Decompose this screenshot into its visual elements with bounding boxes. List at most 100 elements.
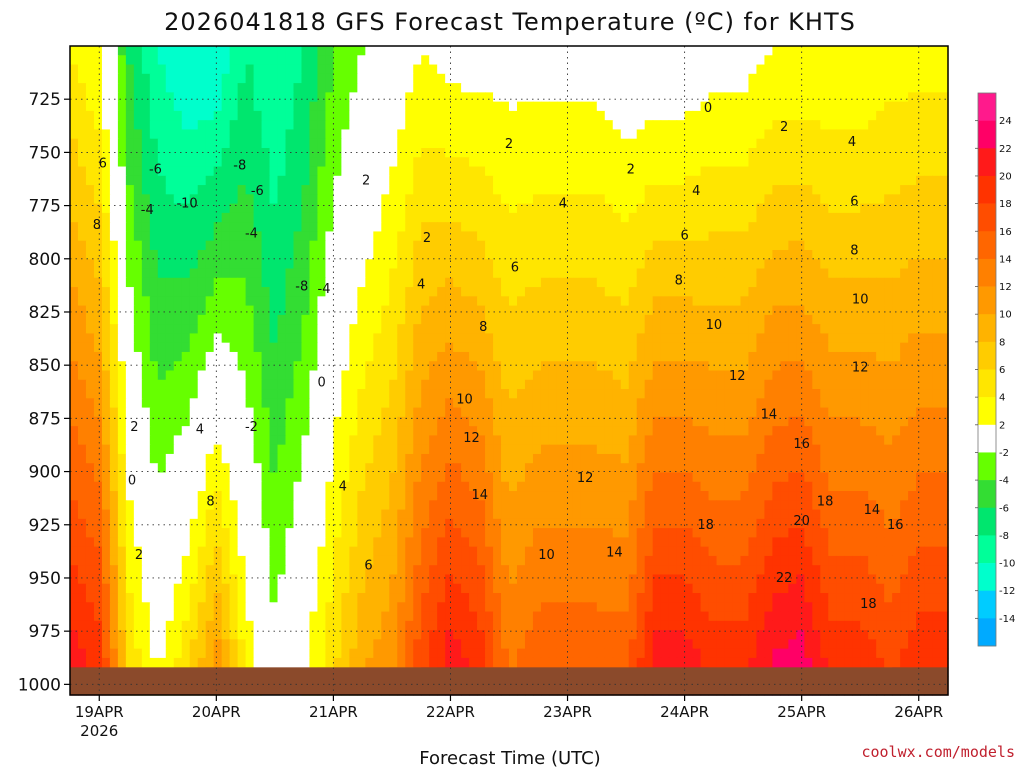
field-cell: [397, 185, 406, 195]
field-cell: [197, 203, 207, 214]
field-cell: [900, 407, 909, 418]
field-cell: [429, 305, 438, 316]
field-cell: [437, 444, 446, 455]
field-cell: [477, 129, 486, 140]
field-cell: [612, 324, 622, 335]
field-cell: [772, 231, 781, 242]
field-cell: [652, 129, 662, 140]
field-cell: [836, 231, 845, 242]
field-cell: [684, 416, 694, 427]
field-cell: [572, 231, 582, 242]
field-cell: [564, 314, 574, 325]
field-cell: [293, 194, 303, 205]
field-cell: [676, 185, 686, 195]
field-cell: [756, 147, 766, 158]
field-cell: [333, 231, 342, 242]
field-cell: [197, 342, 207, 353]
field-cell: [572, 46, 582, 56]
field-cell: [860, 416, 869, 427]
field-cell: [133, 277, 143, 288]
field-cell: [644, 166, 654, 177]
field-cell: [524, 342, 534, 353]
field-cell: [868, 379, 877, 390]
field-cell: [580, 333, 590, 344]
field-cell: [141, 240, 151, 251]
field-cell: [205, 342, 215, 353]
field-cell: [469, 277, 478, 288]
field-cell: [445, 370, 454, 381]
field-cell: [716, 46, 726, 56]
field-cell: [277, 361, 287, 372]
field-cell: [173, 416, 183, 427]
field-cell: [860, 296, 869, 307]
field-cell: [940, 175, 949, 186]
field-cell: [397, 453, 406, 464]
field-cell: [285, 398, 295, 409]
field-cell: [836, 203, 845, 214]
field-cell: [165, 314, 175, 325]
field-cell: [349, 212, 358, 223]
field-cell: [932, 342, 941, 353]
field-cell: [117, 203, 127, 214]
field-cell: [165, 287, 175, 297]
field-cell: [485, 166, 494, 177]
field-cell: [461, 166, 470, 177]
field-cell: [381, 55, 390, 66]
field-cell: [924, 351, 933, 362]
field-cell: [844, 92, 853, 103]
field-cell: [349, 435, 358, 446]
field-cell: [940, 222, 949, 233]
field-cell: [197, 222, 207, 233]
field-cell: [580, 398, 590, 409]
field-cell: [229, 46, 239, 56]
field-cell: [373, 212, 382, 223]
field-cell: [133, 305, 143, 316]
field-cell: [405, 157, 414, 168]
field-cell: [293, 110, 303, 121]
field-cell: [876, 296, 885, 307]
field-cell: [109, 185, 119, 195]
field-cell: [692, 185, 702, 195]
field-cell: [516, 426, 526, 436]
field-cell: [756, 231, 766, 242]
field-cell: [269, 314, 279, 325]
field-cell: [924, 110, 933, 121]
field-cell: [548, 333, 558, 344]
field-cell: [828, 138, 837, 149]
field-cell: [780, 342, 789, 353]
field-cell: [764, 212, 773, 223]
field-cell: [493, 398, 502, 409]
field-cell: [357, 435, 366, 446]
field-cell: [341, 361, 350, 372]
field-cell: [724, 101, 734, 112]
field-cell: [556, 305, 566, 316]
field-cell: [429, 324, 438, 335]
field-cell: [708, 46, 718, 56]
field-cell: [461, 268, 470, 279]
field-cell: [373, 46, 382, 56]
field-cell: [157, 435, 167, 446]
field-cell: [133, 101, 143, 112]
field-cell: [860, 101, 869, 112]
field-cell: [756, 73, 766, 84]
field-cell: [828, 185, 837, 195]
field-cell: [213, 351, 223, 362]
field-cell: [325, 407, 334, 418]
field-cell: [932, 296, 941, 307]
field-cell: [333, 398, 342, 409]
field-cell: [684, 407, 694, 418]
field-cell: [540, 203, 550, 214]
field-cell: [572, 55, 582, 66]
field-cell: [261, 120, 271, 131]
field-cell: [341, 231, 350, 242]
field-cell: [644, 185, 654, 195]
field-cell: [317, 351, 327, 362]
field-cell: [173, 129, 183, 140]
field-cell: [636, 287, 646, 297]
field-cell: [349, 463, 358, 474]
field-cell: [373, 83, 382, 93]
field-cell: [788, 231, 797, 242]
field-cell: [181, 305, 191, 316]
field-cell: [636, 175, 646, 186]
field-cell: [660, 101, 670, 112]
